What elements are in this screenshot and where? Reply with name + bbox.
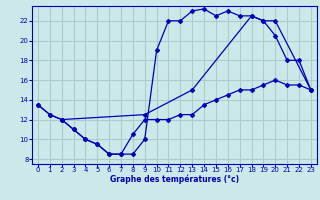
X-axis label: Graphe des températures (°c): Graphe des températures (°c) [110, 175, 239, 184]
